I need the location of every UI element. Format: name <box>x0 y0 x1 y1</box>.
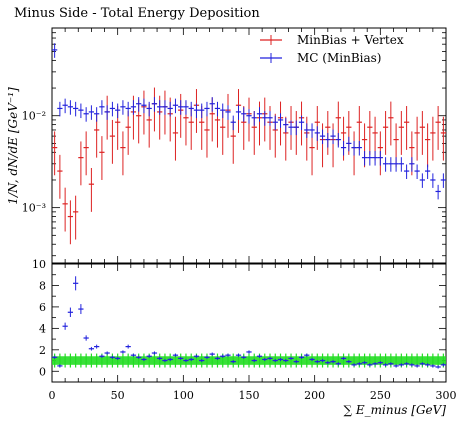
legend-label-mc-minbias: MC (MinBias) <box>297 51 381 65</box>
ratio-y-tick-label: 10 <box>32 258 46 271</box>
y-tick-label: 10⁻³ <box>22 202 46 215</box>
ratio-y-tick-label: 4 <box>39 322 46 335</box>
ratio-y-tick-label: 2 <box>39 344 46 357</box>
ratio-y-tick-label: 6 <box>39 301 46 314</box>
chart-title: Minus Side - Total Energy Deposition <box>14 6 260 21</box>
legend: MinBias + Vertex MC (MinBias) <box>260 33 404 65</box>
legend-label-minbias-vertex: MinBias + Vertex <box>297 33 404 47</box>
x-tick-label: 50 <box>111 389 125 402</box>
ratio-y-tick-label: 8 <box>39 279 46 292</box>
x-tick-label: 200 <box>304 389 325 402</box>
main-plot-frame <box>51 27 447 264</box>
x-tick-label: 100 <box>173 389 194 402</box>
y-tick-label: 10⁻² <box>22 110 46 123</box>
x-tick-label: 300 <box>436 389 457 402</box>
ratio-plot: 0 50 100 150 200 250 300 0 2 4 6 8 10 <box>32 258 457 402</box>
ratio-y-tick-label: 0 <box>39 365 46 378</box>
x-tick-label: 0 <box>49 389 56 402</box>
main-plot: 10⁻³ 10⁻² <box>22 27 447 264</box>
y-axis-label: 1/N, dN/dE [GeV⁻¹] <box>6 87 20 205</box>
x-tick-label: 250 <box>370 389 391 402</box>
x-axis-label: ∑ E_minus [GeV] <box>343 403 446 417</box>
x-tick-label: 150 <box>239 389 260 402</box>
